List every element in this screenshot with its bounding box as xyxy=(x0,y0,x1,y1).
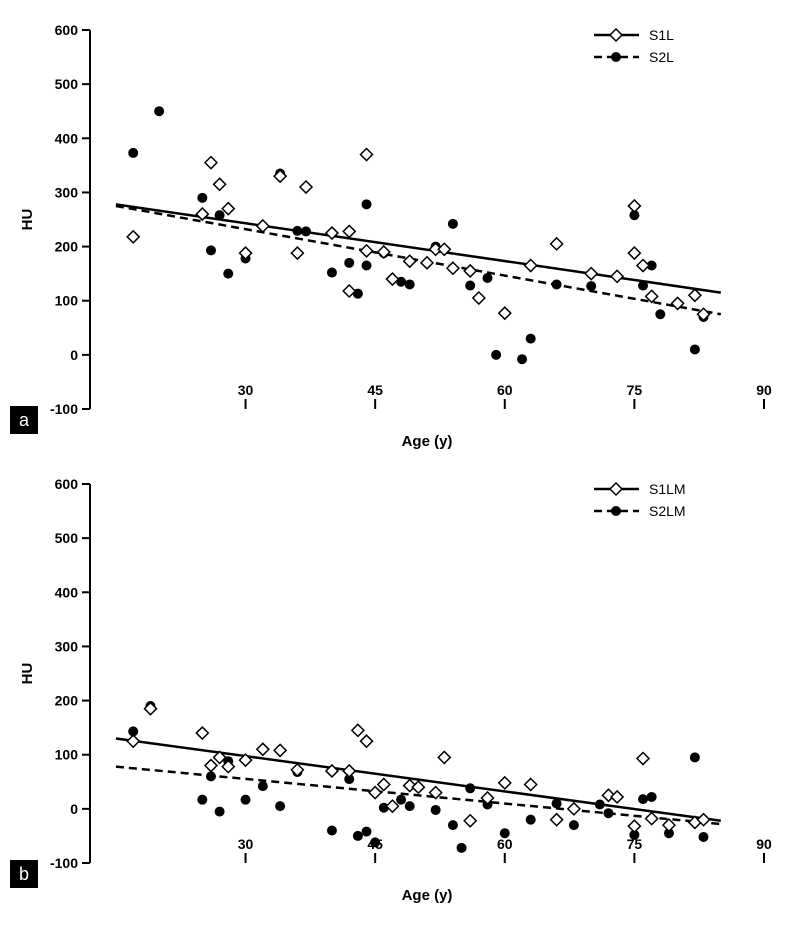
chart-container: -10001002003004005006003045607590HUAge (… xyxy=(10,10,784,918)
svg-text:600: 600 xyxy=(55,22,79,38)
svg-text:30: 30 xyxy=(238,836,254,852)
svg-text:90: 90 xyxy=(756,836,772,852)
svg-text:HU: HU xyxy=(19,209,36,231)
svg-text:90: 90 xyxy=(756,382,772,398)
panel-a: -100 0 100 200 300 400 500 600 30 45 60 75 90 HU Age (… xyxy=(10,10,784,464)
panel-b: -10001002003004005006003045607590HUAge (… xyxy=(10,464,784,918)
svg-text:400: 400 xyxy=(55,584,79,600)
svg-text:30: 30 xyxy=(238,382,254,398)
svg-text:600: 600 xyxy=(55,476,79,492)
svg-text:200: 200 xyxy=(55,239,79,255)
svg-text:100: 100 xyxy=(55,293,79,309)
panel-b-label: b xyxy=(10,860,38,888)
chart-a-svg: -100 0 100 200 300 400 500 600 30 45 60 75 90 HU Age (… xyxy=(10,10,784,464)
svg-text:S2L: S2L xyxy=(649,49,674,65)
svg-text:Age (y): Age (y) xyxy=(402,433,453,450)
svg-text:45: 45 xyxy=(367,382,383,398)
svg-text:75: 75 xyxy=(627,382,643,398)
svg-text:60: 60 xyxy=(497,382,513,398)
panel-a-label: a xyxy=(10,406,38,434)
svg-text:100: 100 xyxy=(55,747,79,763)
svg-text:S2LM: S2LM xyxy=(649,503,686,519)
svg-text:HU: HU xyxy=(19,663,36,685)
svg-text:60: 60 xyxy=(497,836,513,852)
svg-text:500: 500 xyxy=(55,530,79,546)
svg-text:S1L: S1L xyxy=(649,27,674,43)
svg-text:300: 300 xyxy=(55,184,79,200)
svg-text:300: 300 xyxy=(55,638,79,654)
svg-text:-100: -100 xyxy=(50,855,78,871)
svg-text:-100: -100 xyxy=(50,401,78,417)
svg-text:Age (y): Age (y) xyxy=(402,887,453,904)
svg-text:500: 500 xyxy=(55,76,79,92)
chart-b-svg: -10001002003004005006003045607590HUAge (… xyxy=(10,464,784,918)
svg-text:0: 0 xyxy=(70,801,78,817)
svg-text:200: 200 xyxy=(55,693,79,709)
svg-text:400: 400 xyxy=(55,130,79,146)
svg-text:0: 0 xyxy=(70,347,78,363)
svg-text:S1LM: S1LM xyxy=(649,481,686,497)
